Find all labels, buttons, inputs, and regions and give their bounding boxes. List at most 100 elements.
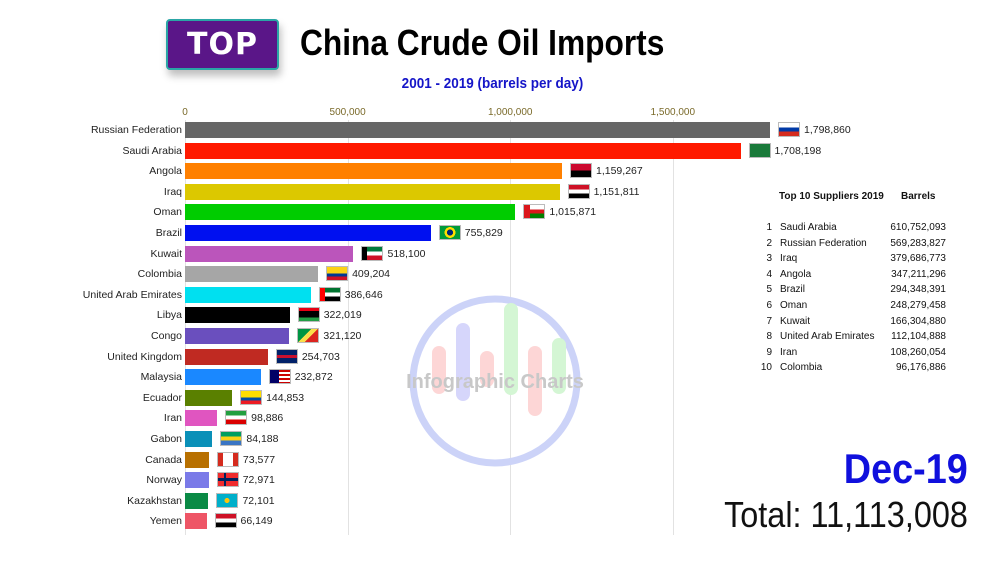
bar-value-label: 72,971: [242, 474, 275, 487]
top10-row: 8 United Arab Emirates 112,104,888: [760, 331, 950, 347]
top10-name: Russian Federation: [780, 237, 867, 249]
bar-value-label: 84,188: [246, 433, 279, 445]
norway-flag-icon: [216, 472, 239, 488]
bar: [185, 513, 207, 530]
top10-row: 4 Angola 347,211,296: [760, 269, 950, 285]
bar-value-label: 144,853: [266, 391, 305, 404]
bar-row: Yemen 66,149: [0, 512, 1000, 533]
top10-value: 569,283,827: [890, 237, 946, 249]
bar-value-label: 232,872: [294, 371, 333, 384]
top10-rank: 4: [766, 268, 772, 280]
colombia-flag-icon: [326, 266, 349, 282]
top10-row: 6 Oman 248,279,458: [760, 300, 950, 316]
top-badge: TOP: [166, 19, 279, 70]
kazakhstan-flag-icon: [216, 492, 239, 508]
bar-value-label: 1,015,871: [549, 206, 597, 219]
top10-value: 108,260,054: [890, 346, 946, 358]
country-label: Ecuador: [142, 391, 182, 404]
top10-name: Saudi Arabia: [780, 222, 837, 233]
top10-name: Brazil: [780, 284, 806, 296]
bar-row: Gabon 84,188: [0, 430, 1000, 451]
country-label: Colombia: [137, 268, 182, 281]
bar: [185, 389, 233, 406]
bar-row: Kazakhstan 72,101: [0, 492, 1000, 513]
top10-rank: 3: [766, 253, 772, 265]
country-label: Malaysia: [140, 371, 182, 384]
bar: [185, 122, 770, 138]
bar-row: Malaysia 232,872: [0, 368, 1000, 389]
country-label: Saudi Arabia: [122, 144, 182, 157]
chart-title: China Crude Oil Imports: [300, 22, 665, 63]
bar: [185, 245, 354, 262]
gridline: [185, 120, 186, 535]
top10-value: 96,176,886: [895, 362, 946, 374]
bar-value-label: 321,120: [323, 330, 362, 342]
bar-row: Kuwait 518,100: [0, 245, 1000, 266]
bar-value-label: 254,703: [301, 350, 340, 363]
country-label: United Kingdom: [107, 350, 182, 363]
bar-value-label: 518,100: [387, 247, 426, 260]
oman-flag-icon: [523, 204, 546, 220]
bar-row: Libya 322,019: [0, 306, 1000, 327]
bar-value-label: 409,204: [352, 268, 391, 281]
congo-flag-icon: [297, 328, 320, 343]
bar: [185, 163, 562, 180]
bar: [185, 183, 560, 200]
bar-row: Oman 1,015,871: [0, 203, 1000, 224]
total-label: Total: 11,113,008: [724, 494, 968, 535]
top10-row: 9 Iran 108,260,054: [760, 347, 950, 363]
bar-value-label: 1,151,811: [593, 185, 640, 198]
bar: [185, 142, 741, 159]
yemen-flag-icon: [214, 513, 237, 529]
top10-rank: 8: [766, 331, 772, 343]
bar-value-label: 322,019: [323, 309, 362, 322]
saudi-arabia-flag-icon: [748, 142, 771, 158]
bar: [185, 431, 213, 447]
bar: [185, 266, 319, 283]
bar: [185, 307, 290, 324]
country-label: Norway: [146, 474, 182, 487]
top10-rank: 1: [766, 222, 772, 233]
country-label: Canada: [145, 453, 182, 466]
top10-header-name: Top 10 Suppliers 2019: [779, 191, 884, 202]
iran-flag-icon: [225, 410, 248, 426]
bar: [185, 328, 290, 344]
country-label: Iraq: [163, 185, 182, 198]
bar-row: Brazil 755,829: [0, 224, 1000, 245]
bar-row: Norway 72,971: [0, 471, 1000, 492]
top10-name: Oman: [780, 300, 808, 311]
brazil-flag-icon: [438, 225, 461, 240]
bar-row: Colombia 409,204: [0, 265, 1000, 286]
top10-rank: 7: [766, 315, 772, 327]
bar: [185, 472, 209, 489]
bar: [185, 286, 311, 303]
country-label: Brazil: [155, 227, 182, 239]
angola-flag-icon: [570, 163, 592, 179]
country-label: Russian Federation: [90, 124, 182, 136]
bar: [185, 348, 268, 365]
top10-row: 10 Colombia 96,176,886: [760, 362, 950, 378]
bar: [185, 204, 516, 221]
bar: [185, 410, 218, 427]
bar-row: Iraq 1,151,811: [0, 183, 1000, 204]
bar-value-label: 98,886: [251, 412, 284, 425]
top10-row: 3 Iraq 379,686,773: [760, 253, 950, 269]
kuwait-flag-icon: [361, 245, 384, 261]
malaysia-flag-icon: [268, 369, 291, 385]
iraq-flag-icon: [567, 183, 590, 199]
gabon-flag-icon: [220, 431, 243, 446]
axis-tick-label: 0: [182, 107, 188, 118]
top10-name: Kuwait: [780, 315, 811, 327]
country-label: Libya: [156, 309, 182, 322]
country-label: Angola: [149, 165, 182, 178]
top10-rank: 5: [766, 284, 772, 296]
bar-value-label: 66,149: [240, 515, 273, 528]
axis-tick-label: 1,000,000: [487, 107, 533, 118]
top10-row: 5 Brazil 294,348,391: [760, 284, 950, 300]
gridline: [672, 120, 674, 535]
country-label: Gabon: [150, 433, 182, 445]
libya-flag-icon: [297, 307, 320, 323]
bar-row: Saudi Arabia 1,708,198: [0, 142, 1000, 163]
chart-subtitle: 2001 - 2019 (barrels per day): [401, 75, 584, 92]
canada-flag-icon: [216, 451, 239, 467]
